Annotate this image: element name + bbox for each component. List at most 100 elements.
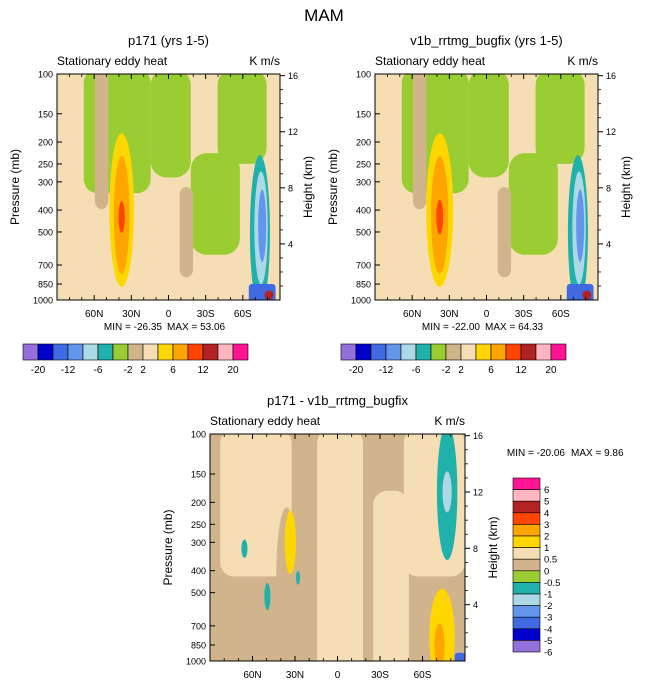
y-tick-label: 850 xyxy=(356,280,371,290)
panel-v1b: 60N 30N 0 30S 60S 100 150 200 250 300 400 500 700 850… xyxy=(326,33,633,376)
y-tick-label: 850 xyxy=(38,280,53,290)
y-axis-label: Pressure (mb) xyxy=(161,509,175,585)
colorbar-swatch xyxy=(355,343,372,361)
colorbar-label: 5 xyxy=(544,497,549,508)
green-band-south xyxy=(190,153,240,255)
colorbar-label: 12 xyxy=(197,365,209,376)
x-tick-label: 30N xyxy=(122,309,140,320)
y-tick-label: 300 xyxy=(356,177,371,187)
diff-surface-warm-core xyxy=(434,623,445,661)
colorbar-swatch xyxy=(172,343,189,361)
x-tick-label: 0 xyxy=(484,309,490,320)
min-value: MIN = -22.00 xyxy=(422,322,481,333)
panel-p171: 60N 30N 0 30S 60S 100 150 200 250 300 400 500 700 850… xyxy=(8,33,315,376)
y-axis-label: Pressure (mb) xyxy=(8,149,22,225)
y-tick-label: 500 xyxy=(38,227,53,237)
colorbar-swatch xyxy=(37,343,54,361)
colorbar-label: 6 xyxy=(544,485,549,496)
y-tick-label: 100 xyxy=(191,430,206,440)
colorbar-label: -4 xyxy=(544,624,552,635)
y-tick-label: 150 xyxy=(356,109,371,119)
panel-title: p171 - v1b_rrtmg_bugfix xyxy=(267,393,408,408)
y-tick-label: 400 xyxy=(38,206,53,216)
y-tick-label: 250 xyxy=(38,159,53,169)
colorbar-swatch xyxy=(187,343,204,361)
colorbar-swatch xyxy=(232,343,249,361)
contour-fill xyxy=(375,74,598,300)
colorbar-label: -12 xyxy=(61,365,76,376)
colorbar-swatch xyxy=(535,343,552,361)
y-tick-label: 400 xyxy=(356,206,371,216)
colorbar-label: 20 xyxy=(545,365,557,376)
panel-subtitle-left: Stationary eddy heat xyxy=(375,54,486,68)
colorbar-label: 1 xyxy=(544,543,549,554)
height-tick-label: 4 xyxy=(606,239,611,249)
panel-title: p171 (yrs 1-5) xyxy=(128,33,209,48)
y-tick-label: 400 xyxy=(191,566,206,576)
colorbar-label: -0.5 xyxy=(544,578,560,589)
colorbar-label: 20 xyxy=(227,365,239,376)
colorbar-swatch xyxy=(67,343,84,361)
colorbar-swatch xyxy=(512,558,541,572)
colorbar-swatch xyxy=(460,343,477,361)
diff-green-north xyxy=(220,434,292,577)
colorbar-label: -6 xyxy=(544,648,552,659)
panel-title: v1b_rrtmg_bugfix (yrs 1-5) xyxy=(410,33,562,48)
x-tick-label: 60S xyxy=(552,309,570,320)
y-axis-label-right: Height (km) xyxy=(301,156,315,218)
y-tick-label: 500 xyxy=(356,227,371,237)
max-value: MAX = 64.33 xyxy=(485,322,544,333)
height-tick-label: 12 xyxy=(288,127,298,137)
colorbar-label: 2 xyxy=(544,532,549,543)
colorbar-label: 0.5 xyxy=(544,555,557,566)
x-tick-label: 60N xyxy=(403,309,421,320)
diff-surface-cold xyxy=(454,652,465,661)
colorbar-label: -3 xyxy=(544,613,552,624)
colorbar-swatch xyxy=(512,477,541,490)
min-value: MIN = -20.06 xyxy=(507,448,566,459)
colorbar-label: -2 xyxy=(124,365,133,376)
y-tick-label: 100 xyxy=(38,70,53,80)
colorbar-swatch xyxy=(512,489,541,502)
colorbar-swatch xyxy=(512,547,541,560)
x-tick-label: 30S xyxy=(197,309,215,320)
y-tick-label: 1000 xyxy=(33,296,53,306)
diff-cold-spot-b xyxy=(264,582,271,611)
colorbar-label: -5 xyxy=(544,636,552,647)
colorbar-label: -1 xyxy=(544,590,552,601)
height-tick-label: 4 xyxy=(288,239,293,249)
colorbar-swatch xyxy=(202,343,219,361)
max-value: MAX = 53.06 xyxy=(167,322,226,333)
colorbar-swatch xyxy=(512,535,541,548)
warm-core-red xyxy=(436,199,444,235)
colorbar-swatch xyxy=(520,343,537,361)
y-tick-label: 200 xyxy=(191,498,206,508)
colorbar-swatch xyxy=(512,512,541,525)
colorbar-swatch xyxy=(505,343,522,361)
y-tick-label: 100 xyxy=(356,70,371,80)
colorbar-label: -20 xyxy=(31,365,46,376)
contour-fill xyxy=(57,74,280,300)
cold-jet-core xyxy=(576,189,585,263)
tan-band-south xyxy=(179,187,194,278)
green-band-south-top xyxy=(217,74,267,164)
y-tick-label: 1000 xyxy=(351,296,371,306)
colorbar-swatch xyxy=(127,343,144,361)
max-value: MAX = 9.86 xyxy=(571,448,624,459)
y-tick-label: 200 xyxy=(356,138,371,148)
diff-cold-jet-core xyxy=(442,471,452,513)
min-value: MIN = -26.35 xyxy=(104,322,163,333)
green-band-south xyxy=(508,153,558,255)
colorbar-swatch xyxy=(340,343,357,361)
colorbar-swatch xyxy=(490,343,507,361)
green-band-tropics xyxy=(150,74,191,178)
colorbar-label: 3 xyxy=(544,520,549,531)
colorbar-swatch xyxy=(52,343,69,361)
colorbar-label: -6 xyxy=(412,365,421,376)
y-tick-label: 150 xyxy=(191,469,206,479)
tan-band-south xyxy=(497,187,512,278)
figure-title: MAM xyxy=(304,6,344,25)
colorbar-label: -2 xyxy=(544,601,552,612)
y-tick-label: 700 xyxy=(356,260,371,270)
x-tick-label: 60N xyxy=(243,670,261,681)
